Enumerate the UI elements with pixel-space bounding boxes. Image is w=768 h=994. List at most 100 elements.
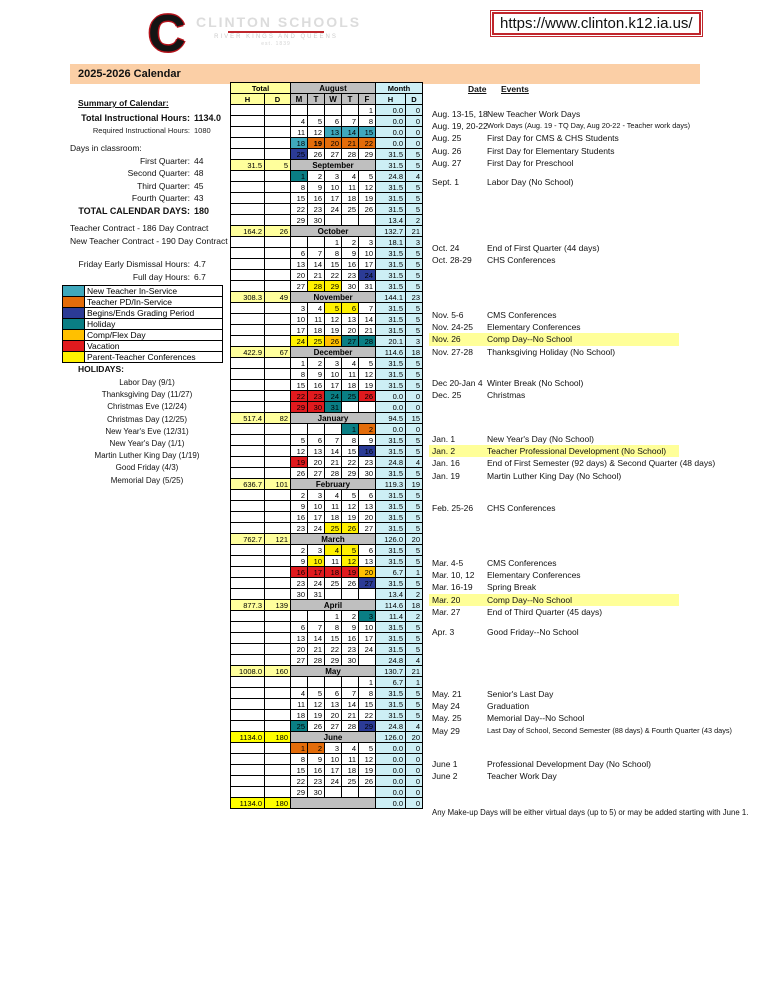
summary-label: Days in classroom: — [70, 143, 142, 153]
school-website-url[interactable]: https://www.clinton.k12.ia.us/ — [490, 10, 703, 37]
event-date: Dec 20-Jan 4 — [432, 378, 483, 388]
final-totals-row: 1134.0 180 0.0 0 — [230, 797, 423, 809]
calendar-day-cell: 13 — [324, 698, 342, 710]
calendar-day-cell: 6 — [307, 434, 325, 446]
week-row: 22 23 24 25 26 0.0 0 — [230, 775, 423, 787]
summary-value: 180 — [194, 205, 210, 216]
total-d-cell — [264, 566, 291, 578]
cumulative-days: 5 — [264, 159, 291, 171]
calendar-day-cell: 11 — [290, 698, 308, 710]
week-hours: 20.1 — [375, 335, 406, 347]
calendar-band-row: Total August Month — [230, 82, 423, 94]
calendar-day-cell: 23 — [358, 456, 376, 468]
event-row: Jan. 2 Teacher Professional Development (… — [429, 445, 679, 458]
calendar-day-cell: 9 — [341, 621, 359, 633]
cumulative-days: 49 — [264, 291, 291, 303]
calendar-day-cell: 7 — [358, 302, 376, 314]
calendar-day-cell: 27 — [358, 577, 376, 589]
event-description: First Day for Elementary Students — [487, 145, 615, 156]
event-row: Mar. 27 End of Third Quarter (45 days) — [429, 606, 765, 618]
calendar-day-cell: 6 — [324, 687, 342, 699]
color-legend: New Teacher In-Service Teacher PD/In-Serv… — [62, 285, 223, 363]
calendar-day-cell: 27 — [324, 720, 342, 732]
week-row: 26 27 28 29 30 31.5 5 — [230, 467, 423, 479]
month-hours: 114.6 — [375, 599, 406, 611]
week-hours: 0.0 — [375, 753, 406, 765]
calendar-day-cell: 10 — [307, 555, 325, 567]
total-h-cell — [230, 687, 265, 699]
calendar-day-cell: 24 — [324, 775, 342, 787]
event-row: June 2 Teacher Work Day — [429, 770, 765, 782]
month-hours: 94.5 — [375, 412, 406, 424]
calendar-day-cell: 1 — [324, 236, 342, 248]
week-days: 3 — [405, 236, 423, 248]
total-h-cell — [230, 709, 265, 721]
cumulative-days: 101 — [264, 478, 291, 490]
month-name: January — [290, 412, 376, 424]
week-row: 9 10 11 12 13 31.5 5 — [230, 555, 423, 567]
calendar-day-cell: 20 — [290, 269, 308, 281]
event-date: Nov. 27-28 — [432, 346, 473, 357]
event-row: Jan. 1 New Year's Day (No School) — [429, 433, 765, 445]
event-row: Dec. 25 Christmas — [429, 389, 765, 401]
calendar-day-cell: 30 — [307, 786, 325, 798]
calendar-day-cell: 1 — [324, 610, 342, 622]
month-header-row: 422.9 67 December 114.6 18 — [230, 346, 423, 358]
calendar-day-cell: 20 — [358, 511, 376, 523]
week-days: 5 — [405, 709, 423, 721]
week-days: 5 — [405, 577, 423, 589]
event-description: Professional Development Day (No School) — [487, 759, 651, 769]
total-d-cell — [264, 401, 291, 413]
week-row: 16 17 18 19 20 31.5 5 — [230, 511, 423, 523]
calendar-day-cell: 10 — [324, 753, 342, 765]
summary-row: Required Instructional Hours: 1080 — [68, 125, 230, 138]
week-row: 1 2 3 18.1 3 — [230, 236, 423, 248]
summary-row: Third Quarter: 45 — [68, 180, 230, 193]
calendar-day-cell: 24 — [307, 577, 325, 589]
week-days: 0 — [405, 126, 423, 138]
legend-swatch-comp — [62, 329, 85, 341]
total-d-cell — [264, 522, 291, 534]
week-hours: 6.7 — [375, 676, 406, 688]
calendar-day-cell: 8 — [324, 247, 342, 259]
calendar-day-cell: 18 — [324, 511, 342, 523]
month-hours: 126.0 — [375, 533, 406, 545]
cumulative-days: 82 — [264, 412, 291, 424]
calendar-day-cell: 8 — [324, 621, 342, 633]
cumulative-hours: 1008.0 — [230, 665, 265, 677]
total-h-cell — [230, 764, 265, 776]
total-d-cell — [264, 698, 291, 710]
summary-value: 44 — [194, 155, 204, 166]
calendar-day-cell: 4 — [324, 489, 342, 501]
calendar-day-cell: 13 — [324, 126, 342, 138]
calendar-day-cell: 15 — [290, 764, 308, 776]
page-title: 2025-2026 Calendar — [70, 64, 700, 84]
calendar-day-cell: 26 — [307, 720, 325, 732]
total-h-cell — [230, 357, 265, 369]
week-row: 11 12 13 14 15 0.0 0 — [230, 126, 423, 138]
month-name: April — [290, 599, 376, 611]
event-description: End of Third Quarter (45 days) — [487, 606, 603, 617]
calendar-day-cell: 22 — [290, 390, 308, 402]
calendar-day-cell: 22 — [358, 709, 376, 721]
week-row: 8 9 10 11 12 31.5 5 — [230, 368, 423, 380]
week-days: 5 — [405, 434, 423, 446]
legend-swatch-pd — [62, 296, 85, 308]
event-date: Nov. 26 — [432, 334, 461, 345]
calendar-day-cell — [307, 104, 325, 116]
holiday-item: Christmas Day (12/25) — [106, 414, 188, 424]
calendar-day-cell: 7 — [307, 621, 325, 633]
total-h-cell — [230, 258, 265, 270]
week-days: 5 — [405, 632, 423, 644]
event-row: May. 21 Senior's Last Day — [429, 688, 765, 700]
hours-row: Full day Hours: 6.7 — [68, 271, 230, 284]
calendar-day-cell: 25 — [324, 577, 342, 589]
calendar-day-cell: 31 — [358, 280, 376, 292]
event-description: Winter Break (No School) — [487, 378, 584, 388]
total-d-cell — [264, 302, 291, 314]
calendar-day-cell: 26 — [358, 390, 376, 402]
week-hours: 0.0 — [375, 126, 406, 138]
calendar-day-cell: 9 — [290, 555, 308, 567]
calendar-day-cell: 17 — [324, 379, 342, 391]
